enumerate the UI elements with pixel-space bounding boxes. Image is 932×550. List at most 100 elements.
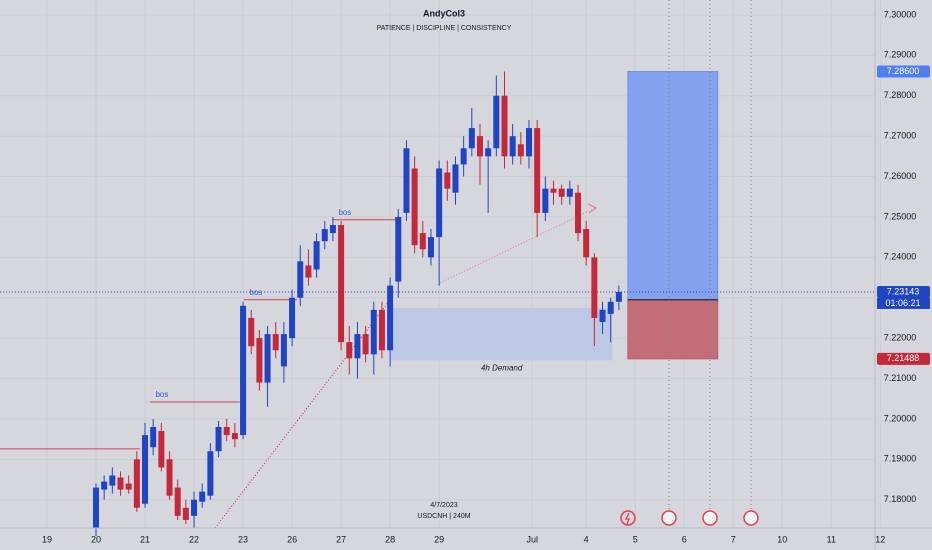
candle-body [133, 459, 140, 508]
candle-body [280, 334, 287, 367]
stop-zone [627, 299, 719, 360]
candle-body [607, 301, 614, 314]
candle-body [403, 148, 410, 213]
candle-body [476, 136, 483, 157]
x-tick-label: 26 [287, 534, 297, 544]
candle-body [297, 261, 304, 298]
candle-body [150, 427, 157, 448]
last-price-tag: 7.23143 [887, 286, 920, 296]
candle-body [272, 334, 279, 351]
x-tick-label: 28 [385, 534, 395, 544]
x-tick-label: Jul [527, 534, 539, 544]
candle-body [493, 95, 500, 149]
candle-body [207, 451, 214, 496]
candle-body [305, 265, 312, 278]
arrow-head [587, 203, 597, 214]
y-tick-label: 7.24000 [884, 252, 917, 262]
candle-body [395, 216, 402, 282]
dividend-icon[interactable] [620, 510, 636, 526]
zone-label: 4h Demand [481, 363, 523, 372]
y-tick-label: 7.18000 [884, 494, 917, 504]
candle-body [362, 334, 369, 355]
candle-body [615, 291, 622, 302]
candle-body [182, 507, 189, 520]
chart-subtitle: PATIENCE | DISCIPLINE | CONSISTENCY [377, 25, 512, 32]
x-tick-label: 7 [731, 534, 736, 544]
candle-body [174, 487, 181, 516]
candle-body [444, 172, 451, 189]
candle-body [575, 192, 582, 234]
candle-body [599, 309, 606, 322]
axes: 7.180007.190007.200007.210007.220007.230… [42, 9, 930, 544]
x-tick-label: 21 [140, 534, 150, 544]
economic-event[interactable] [702, 510, 718, 526]
bos-label: bos [155, 390, 168, 399]
y-tick-label: 7.29000 [884, 50, 917, 60]
x-tick-label: 29 [434, 534, 444, 544]
target-tag: 7.28600 [887, 66, 920, 76]
y-tick-label: 7.30000 [884, 9, 917, 19]
y-tick-label: 7.26000 [884, 171, 917, 181]
candle-body [215, 427, 222, 452]
candle-body [346, 342, 353, 359]
candle-body [509, 136, 516, 157]
date-label: 4/7/2023 [430, 502, 457, 509]
candle-body [460, 148, 467, 165]
candle-body [370, 309, 377, 355]
candle-body [256, 338, 263, 383]
candle-body [485, 148, 492, 157]
symbol-label: USDCNH | 240M [417, 513, 470, 520]
candles [92, 71, 622, 537]
x-tick-label: 12 [875, 534, 885, 544]
candle-body [411, 168, 418, 246]
y-tick-label: 7.27000 [884, 131, 917, 141]
last-price-tag-box [877, 285, 930, 298]
candle-body [501, 95, 508, 157]
bos-label: bos [338, 208, 351, 217]
candle-body [223, 427, 230, 436]
chart-title: AndyCol3 [423, 8, 465, 18]
candle-body [526, 128, 533, 157]
candle-body [125, 483, 132, 490]
candle-body [191, 499, 198, 516]
candle-body [558, 188, 565, 197]
events [620, 0, 759, 528]
x-tick-label: 19 [42, 534, 52, 544]
candle-body [517, 144, 524, 157]
candle-body [109, 475, 116, 486]
candle-body [92, 487, 99, 528]
stop-tag-box [877, 352, 930, 365]
candle-body [166, 459, 173, 496]
x-tick-label: 5 [633, 534, 638, 544]
candle-body [199, 491, 206, 502]
y-tick-label: 7.19000 [884, 454, 917, 464]
x-tick-label: 4 [584, 534, 589, 544]
candle-body [329, 225, 336, 234]
candle-body [289, 297, 296, 339]
x-tick-label: 6 [682, 534, 687, 544]
countdown: 01:06:21 [885, 298, 920, 308]
candle-body [534, 128, 541, 213]
candle-body [452, 164, 459, 193]
candle-body [240, 305, 247, 436]
candle-body [264, 334, 271, 383]
lightning [624, 512, 630, 525]
target-tag-box [877, 65, 930, 78]
candle-body [550, 188, 557, 193]
candle-body [387, 285, 394, 351]
y-tick-label: 7.22000 [884, 333, 917, 343]
x-tick-label: 11 [827, 534, 836, 544]
economic-event[interactable] [743, 510, 759, 526]
candle-body [117, 477, 124, 490]
economic-event[interactable] [661, 510, 677, 526]
candle-body [231, 433, 238, 440]
candle-body [591, 257, 598, 318]
y-tick-label: 7.28000 [884, 90, 917, 100]
y-tick-label: 7.21000 [884, 373, 917, 383]
candle-body [338, 225, 345, 343]
candle-body [419, 233, 426, 250]
candle-body [248, 317, 255, 347]
candle-body [142, 435, 149, 504]
